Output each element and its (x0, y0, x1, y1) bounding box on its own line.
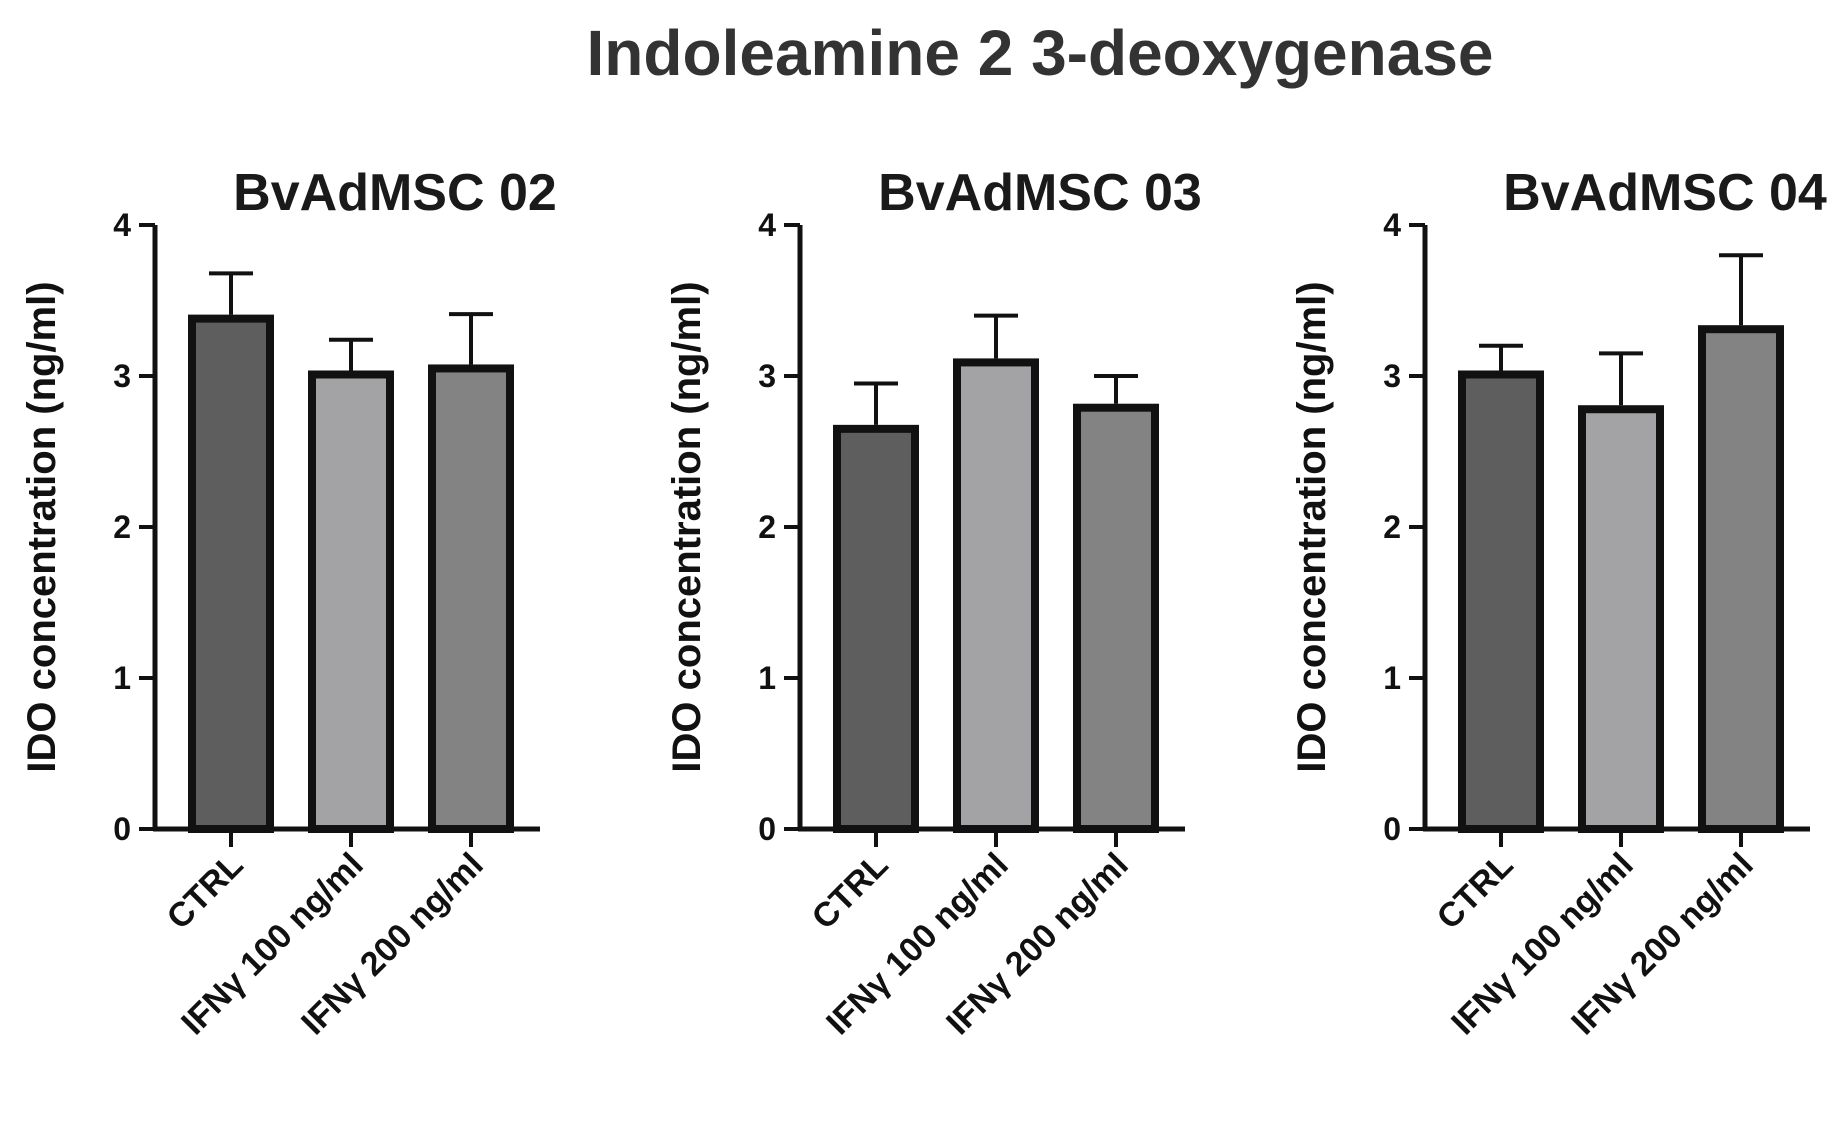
y-tick-label: 4 (113, 207, 131, 243)
y-tick-label: 0 (758, 811, 776, 847)
chart-panel-2: BvAdMSC 03 IDO concentration (ng/ml) 0 1 2 3 4… (665, 164, 1202, 1042)
y-tick-label: 4 (758, 207, 776, 243)
bar-3 (428, 364, 514, 833)
bar-2 (953, 358, 1039, 833)
category-label: CTRL (805, 846, 896, 937)
y-tick-label: 3 (1383, 358, 1401, 394)
category-label: CTRL (1430, 846, 1521, 937)
panel-title: BvAdMSC 02 (233, 164, 557, 222)
y-axis-label: IDO concentration (ng/ml) (20, 281, 64, 772)
y-axis-label: IDO concentration (ng/ml) (665, 281, 709, 772)
panel-title: BvAdMSC 04 (1503, 164, 1827, 222)
y-tick-label: 1 (113, 660, 131, 696)
y-tick-label: 1 (1383, 660, 1401, 696)
bar-1 (188, 314, 274, 833)
y-tick-label: 4 (1383, 207, 1401, 243)
chart-panel-3: BvAdMSC 04 IDO concentration (ng/ml) 0 1 2 3 4… (1290, 164, 1827, 1042)
bar-1 (833, 424, 919, 833)
y-tick-label: 3 (758, 358, 776, 394)
y-tick-label: 3 (113, 358, 131, 394)
bar-3 (1073, 403, 1159, 833)
bar-3 (1698, 325, 1784, 833)
panel-title: BvAdMSC 03 (878, 164, 1202, 222)
category-label: CTRL (160, 846, 251, 937)
y-tick-label: 2 (758, 509, 776, 545)
y-tick-label: 0 (1383, 811, 1401, 847)
y-tick-label: 1 (758, 660, 776, 696)
figure-title: Indoleamine 2 3-deoxygenase (587, 17, 1494, 89)
y-tick-label: 2 (1383, 509, 1401, 545)
y-tick-label: 2 (113, 509, 131, 545)
panels: BvAdMSC 02 IDO concentration (ng/ml) 0 1 2 3 4… (20, 164, 1827, 1042)
bar-2 (308, 370, 394, 833)
bar-2 (1578, 405, 1664, 833)
chart-panel-1: BvAdMSC 02 IDO concentration (ng/ml) 0 1 2 3 4… (20, 164, 557, 1042)
y-axis-label: IDO concentration (ng/ml) (1290, 281, 1334, 772)
y-tick-label: 0 (113, 811, 131, 847)
bar-1 (1458, 370, 1544, 833)
